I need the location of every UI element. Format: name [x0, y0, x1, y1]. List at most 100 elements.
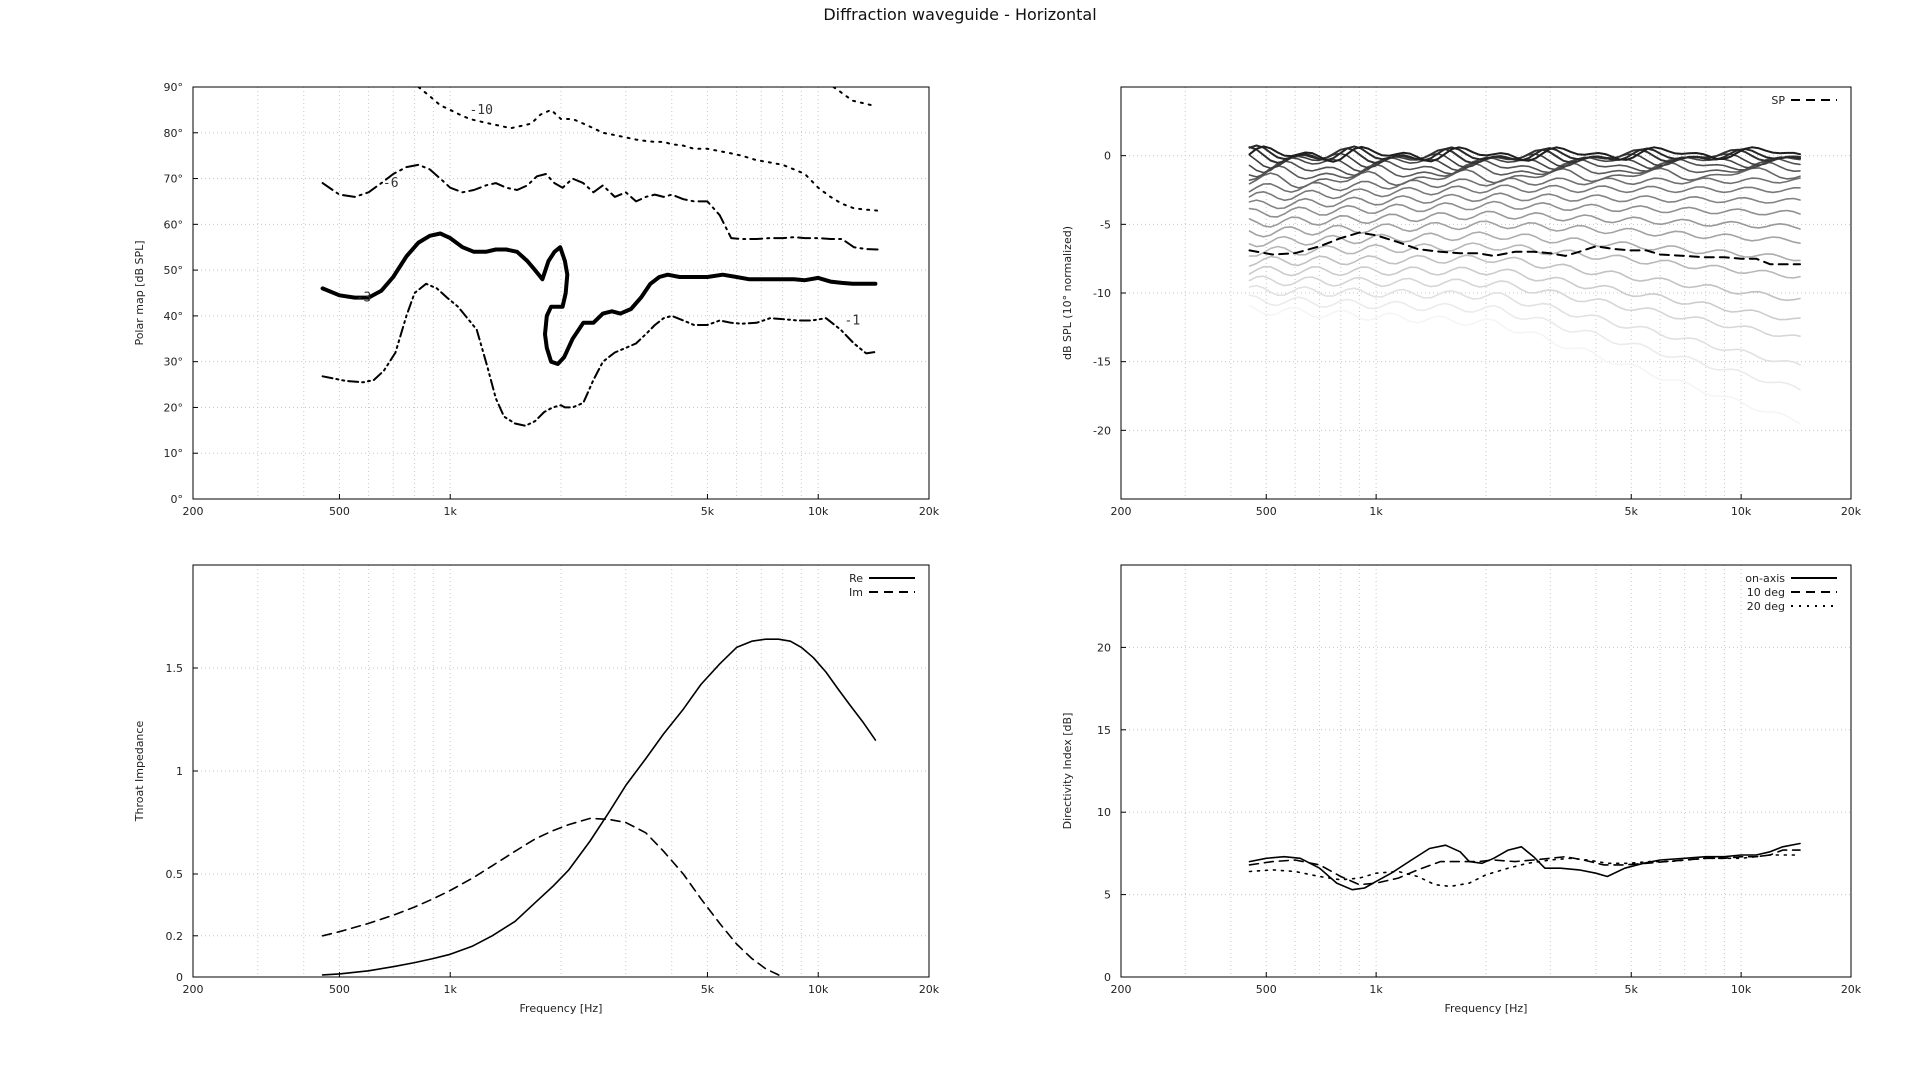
series-polar-2: [321, 163, 879, 251]
y-tick-label: -5: [1100, 218, 1111, 231]
series-di-0: [1248, 842, 1801, 891]
spl-angle-curve: [1248, 304, 1801, 425]
x-tick-label: 20k: [919, 505, 940, 518]
y-tick-label: -10: [1093, 287, 1111, 300]
y-tick-label: 50°: [164, 264, 184, 277]
spl-angle-curve: [1248, 265, 1801, 321]
series-di-1: [1248, 849, 1801, 886]
x-tick-label: 1k: [1369, 983, 1383, 996]
spl-angle-curve: [1248, 184, 1801, 202]
x-tick-label: 1k: [444, 505, 458, 518]
legend-label: 10 deg: [1747, 586, 1785, 599]
plot-frame: [1120, 86, 1852, 500]
plot-frame: [192, 564, 930, 978]
plot-frame: [192, 86, 930, 500]
spl-angle-curve: [1248, 284, 1801, 366]
plot-area: [320, 87, 879, 427]
contour-label: -10: [469, 103, 492, 118]
y-tick-label: 30°: [164, 356, 184, 369]
y-tick-label: 0.2: [166, 930, 184, 943]
spl-angle-curve: [1248, 145, 1801, 163]
y-tick-label: 20: [1097, 641, 1111, 654]
spl-angle-curve: [1248, 157, 1801, 178]
series-polar-3: [417, 87, 879, 212]
y-tick-label: 0°: [171, 493, 184, 506]
y-tick-label: 0.5: [166, 868, 184, 881]
plot-area: [1248, 144, 1801, 425]
chart-impedance: 200 500 1k 5k 10k 20k 0 0.2 0.5 1 1.5 Throat Impeda…: [133, 564, 940, 1015]
legend-label: SP: [1771, 94, 1785, 107]
spl-angle-curve: [1248, 177, 1801, 193]
x-tick-label: 10k: [808, 505, 829, 518]
contour-label: -1: [845, 313, 861, 328]
legend-label: Im: [849, 586, 863, 599]
y-tick-label: -20: [1093, 424, 1111, 437]
x-tick-label: 5k: [1625, 983, 1639, 996]
y-axis-label: dB SPL (10° normalized): [1061, 226, 1074, 360]
legend-label: 20 deg: [1747, 600, 1785, 613]
plot-area: [321, 638, 877, 977]
sp-curve: [1248, 231, 1801, 266]
x-tick-label: 200: [1111, 505, 1132, 518]
spl-angle-curve: [1248, 167, 1801, 189]
series-polar-1: [320, 231, 878, 366]
series-impedance-1: [321, 817, 785, 977]
legend-label: on-axis: [1745, 572, 1785, 585]
y-tick-label: 20°: [164, 401, 184, 414]
y-tick-label: 80°: [164, 127, 184, 140]
x-tick-label: 500: [1256, 505, 1277, 518]
spl-angle-curve: [1248, 144, 1801, 162]
y-tick-label: 90°: [164, 81, 184, 94]
legend-label: Re: [849, 572, 863, 585]
x-tick-label: 5k: [1625, 505, 1639, 518]
y-tick-label: 0: [176, 971, 183, 984]
x-tick-label: 10k: [1731, 505, 1752, 518]
spl-angle-curve: [1248, 200, 1801, 218]
spl-angle-curve: [1248, 294, 1801, 391]
x-tick-label: 10k: [808, 983, 829, 996]
plot-area: [1248, 842, 1801, 891]
contour-label: -3: [356, 291, 372, 306]
spl-angle-curve: [1248, 146, 1801, 165]
x-tick-label: 20k: [1841, 983, 1862, 996]
spl-angle-curve: [1248, 220, 1801, 244]
chart-di: 200 500 1k 5k 10k 20k 0 5 10 15 20 Directivity Inde…: [1061, 564, 1862, 1015]
series-polar-0: [321, 282, 879, 427]
y-axis-label: Throat Impedance: [133, 721, 146, 823]
x-tick-label: 5k: [701, 505, 715, 518]
y-tick-label: 15: [1097, 724, 1111, 737]
y-tick-label: 70°: [164, 173, 184, 186]
y-tick-label: 40°: [164, 310, 184, 323]
y-tick-label: 60°: [164, 218, 184, 231]
chart-polar: 200 500 1k 5k 10k 20k 0° 10° 20° 30° 40° 50° 60° 70° 8…: [133, 81, 940, 518]
y-tick-label: 0: [1104, 150, 1111, 163]
y-tick-label: 10: [1097, 806, 1111, 819]
series-di-2: [1248, 854, 1801, 888]
y-axis-label: Directivity Index [dB]: [1061, 713, 1074, 830]
series-polar-4: [832, 87, 873, 107]
y-tick-label: 1: [176, 765, 183, 778]
series-impedance-0: [321, 638, 877, 976]
x-axis-label: Frequency [Hz]: [520, 1002, 603, 1015]
y-tick-label: -15: [1093, 356, 1111, 369]
x-tick-label: 10k: [1731, 983, 1752, 996]
x-tick-label: 20k: [1841, 505, 1862, 518]
y-tick-label: 1.5: [166, 662, 184, 675]
x-tick-label: 20k: [919, 983, 940, 996]
spl-angle-curve: [1248, 210, 1801, 230]
x-tick-label: 200: [1111, 983, 1132, 996]
spl-angle-curve: [1248, 254, 1801, 302]
x-tick-label: 500: [329, 505, 350, 518]
spl-angle-curve: [1248, 242, 1801, 279]
x-tick-label: 1k: [1369, 505, 1383, 518]
y-axis-label: Polar map [dB SPL]: [133, 240, 146, 345]
figure-title: Diffraction waveguide - Horizontal: [823, 5, 1097, 24]
chart-spl: 200 500 1k 5k 10k 20k -20 -15 -10 -5 0 dB SPL (10° …: [1061, 86, 1862, 518]
x-tick-label: 500: [1256, 983, 1277, 996]
y-tick-label: 10°: [164, 447, 184, 460]
x-tick-label: 5k: [701, 983, 715, 996]
spl-angle-curve: [1248, 160, 1801, 181]
x-tick-label: 500: [329, 983, 350, 996]
